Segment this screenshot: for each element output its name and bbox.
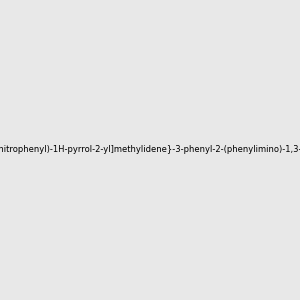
Text: (2Z,5E)-5-{[1-(4-nitrophenyl)-1H-pyrrol-2-yl]methylidene}-3-phenyl-2-(phenylimin: (2Z,5E)-5-{[1-(4-nitrophenyl)-1H-pyrrol-…: [0, 146, 300, 154]
